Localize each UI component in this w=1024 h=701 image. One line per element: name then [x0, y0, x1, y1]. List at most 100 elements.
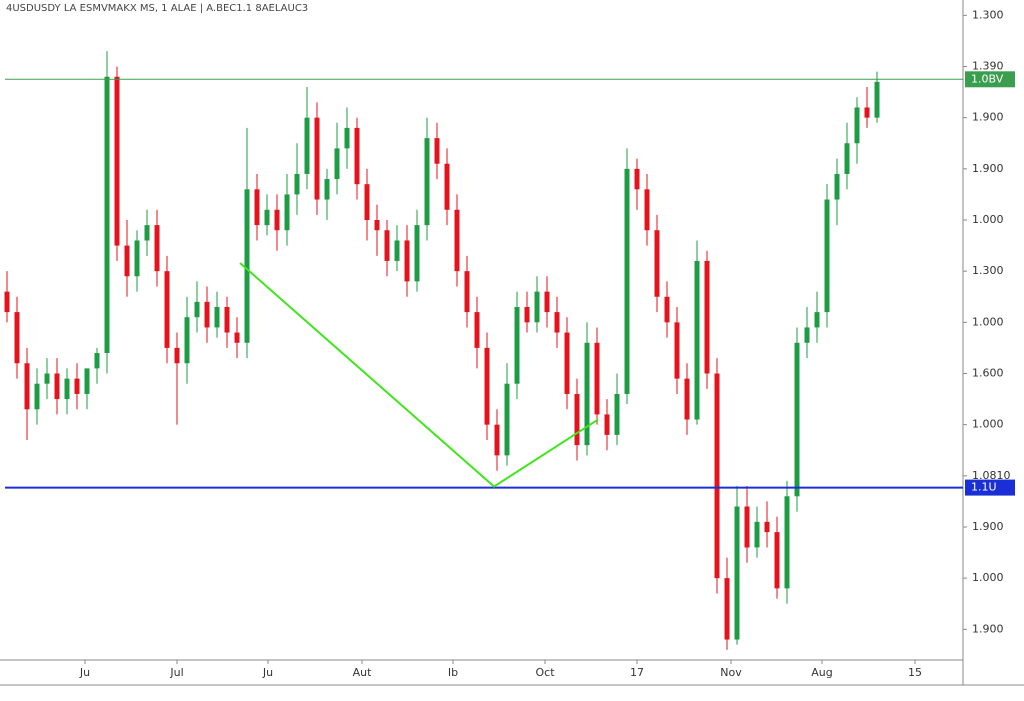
candle-body — [594, 342, 600, 415]
candle-body — [784, 496, 790, 589]
candle-body — [484, 347, 490, 425]
candle-body — [334, 148, 340, 180]
candle-body — [204, 301, 210, 328]
candle-body — [414, 225, 420, 282]
candle-body — [794, 342, 800, 497]
candle-body — [744, 506, 750, 548]
candle-body — [54, 373, 60, 400]
candle-body — [154, 225, 160, 272]
candle-body — [374, 220, 380, 231]
level-label: 1.0BV — [971, 72, 1004, 85]
y-tick-label: 1.0810 — [972, 469, 1011, 482]
y-tick-label: 1.900 — [972, 520, 1004, 533]
candle-body — [184, 317, 190, 364]
y-tick-label: 1.000 — [972, 571, 1004, 584]
candle-body — [724, 578, 730, 640]
candle-body — [214, 306, 220, 328]
candle-body — [864, 107, 870, 118]
x-tick-label: Ju — [262, 666, 273, 679]
candle-body — [24, 363, 30, 410]
candle-body — [834, 173, 840, 200]
candle-body — [624, 168, 630, 394]
candle-body — [274, 209, 280, 231]
candle-body — [84, 368, 90, 394]
candle-body — [244, 189, 250, 343]
candle-body — [754, 521, 760, 548]
candle-body — [254, 189, 260, 226]
candle-body — [674, 322, 680, 379]
candle-body — [844, 143, 850, 174]
level-label-box — [965, 71, 1015, 88]
y-tick-label: 1.600 — [972, 366, 1004, 379]
candle-body — [64, 378, 70, 400]
candle-body — [534, 291, 540, 323]
y-tick-label: 1.900 — [972, 162, 1004, 175]
level-label-box — [965, 479, 1015, 496]
candle-body — [354, 127, 360, 185]
candle-body — [234, 332, 240, 343]
candle-body — [394, 240, 400, 261]
candle-body — [44, 373, 50, 384]
y-tick-label: 1.390 — [972, 60, 1004, 73]
y-tick-label: 1.300 — [972, 264, 1004, 277]
candle-body — [734, 506, 740, 640]
candle-body — [664, 296, 670, 323]
candle-body — [324, 179, 330, 200]
candle-body — [574, 393, 580, 446]
candle-body — [4, 291, 10, 313]
candle-body — [614, 393, 620, 435]
x-tick-label: Ib — [448, 666, 458, 679]
candle-body — [714, 373, 720, 579]
y-tick-label: 1.000 — [972, 315, 1004, 328]
candle-body — [644, 189, 650, 231]
candle-body — [454, 209, 460, 272]
x-tick-label: Aug — [811, 666, 832, 679]
candle-body — [504, 383, 510, 456]
candle-body — [654, 230, 660, 297]
candle-body — [774, 532, 780, 589]
y-tick-label: 1.000 — [972, 213, 1004, 226]
candle-body — [474, 312, 480, 348]
candle-body — [264, 209, 270, 226]
candle-body — [194, 301, 200, 318]
candle-body — [584, 342, 590, 446]
candle-body — [604, 414, 610, 435]
candle-body — [434, 138, 440, 164]
candle-body — [114, 76, 120, 246]
candle-body — [14, 312, 20, 364]
candle-body — [554, 312, 560, 333]
candle-body — [694, 260, 700, 420]
y-tick-label: 1.900 — [972, 111, 1004, 124]
candle-body — [764, 521, 770, 533]
candle-body — [634, 168, 640, 190]
candle-body — [364, 184, 370, 220]
candle-body — [704, 260, 710, 374]
candle-body — [524, 306, 530, 323]
y-tick-label: 1.300 — [972, 8, 1004, 21]
candle-body — [514, 306, 520, 384]
candle-body — [104, 76, 110, 354]
candle-body — [174, 347, 180, 364]
candle-body — [814, 312, 820, 328]
y-tick-label: 1.900 — [972, 622, 1004, 635]
chart-title: 4USDUSDY LA ESMVMAKX MS, 1 ALAE | A.BEC1… — [6, 3, 308, 14]
candle-body — [444, 163, 450, 210]
x-tick-label: Jul — [169, 666, 183, 679]
candle-body — [854, 107, 860, 144]
candle-body — [124, 245, 130, 277]
y-tick-label: 1.000 — [972, 418, 1004, 431]
x-tick-label: Aut — [353, 666, 372, 679]
candle-body — [804, 327, 810, 343]
level-label: 1.1U — [971, 481, 997, 494]
candle-body — [344, 127, 350, 149]
x-tick-label: 15 — [908, 666, 922, 679]
candle-body — [494, 424, 500, 456]
candle-body — [144, 225, 150, 241]
candle-body — [74, 378, 80, 394]
x-tick-label: Oct — [535, 666, 555, 679]
candle-body — [424, 138, 430, 226]
candle-body — [824, 199, 830, 313]
candle-body — [314, 117, 320, 200]
